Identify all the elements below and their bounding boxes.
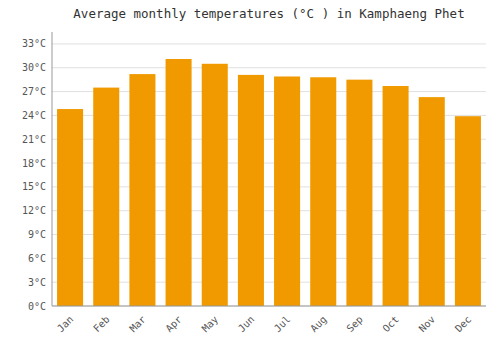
bar — [57, 109, 83, 306]
y-tick-label: 9°C — [28, 229, 46, 240]
chart: Average monthly temperatures (°C ) in Ka… — [0, 0, 500, 350]
x-tick-label: Aug — [308, 314, 329, 335]
title: Average monthly temperatures (°C ) in Ka… — [73, 6, 464, 21]
x-tick-label: Oct — [380, 314, 401, 335]
bar — [166, 59, 192, 306]
y-axis-line — [52, 32, 53, 306]
bar — [310, 77, 336, 306]
bar — [129, 74, 155, 306]
y-axis: 0°C 3°C 6°C 9°C 12°C 15°C 18°C 21°C 24°C 27°C 30°C… — [22, 38, 46, 311]
grid-line — [52, 67, 486, 68]
bar — [346, 80, 372, 306]
x-tick-label: Nov — [417, 314, 438, 335]
grid-line — [52, 306, 486, 307]
y-tick-label: 18°C — [22, 158, 46, 169]
y-tick-label: 15°C — [22, 181, 46, 192]
x-tick-label: Jan — [55, 314, 76, 335]
x-tick-label: May — [200, 314, 221, 335]
y-tick-label: 21°C — [22, 134, 46, 145]
grid — [52, 44, 486, 306]
y-tick-label: 24°C — [22, 110, 46, 121]
bar — [455, 116, 481, 306]
y-tick-label: 12°C — [22, 205, 46, 216]
y-tick-label: 6°C — [28, 253, 46, 264]
bars — [57, 59, 481, 306]
bar — [419, 97, 445, 306]
grid-line — [52, 43, 486, 44]
x-tick-label: Sep — [344, 314, 365, 335]
x-axis: Jan Feb Mar Apr May Jun Jul Aug Sep Oct Nov Dec — [55, 314, 473, 335]
x-tick-label: Mar — [127, 314, 148, 335]
bar — [93, 88, 119, 306]
x-tick-label: Jul — [272, 314, 293, 335]
y-tick-label: 33°C — [22, 38, 46, 49]
y-tick-label: 0°C — [28, 301, 46, 312]
y-tick-label: 30°C — [22, 62, 46, 73]
bar — [383, 86, 409, 306]
bar — [202, 64, 228, 306]
x-tick-label: Dec — [453, 314, 474, 335]
x-tick-label: Feb — [91, 314, 112, 335]
bar — [274, 76, 300, 306]
bar — [238, 75, 264, 306]
x-axis-line — [52, 306, 486, 307]
x-tick-label: Apr — [163, 314, 184, 335]
y-tick-label: 27°C — [22, 86, 46, 97]
y-tick-label: 3°C — [28, 277, 46, 288]
x-tick-label: Jun — [236, 314, 257, 335]
